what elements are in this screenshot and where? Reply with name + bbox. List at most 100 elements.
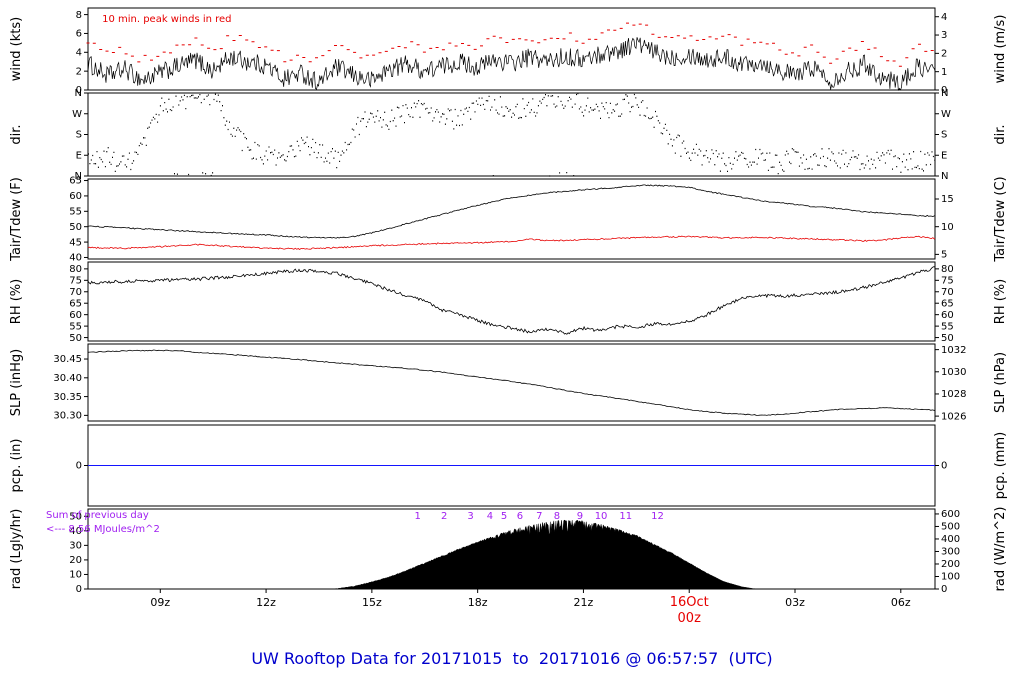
panel-box-slp: [87, 343, 936, 422]
axis-label-left-tair: Tair/Tdew (F): [9, 177, 24, 262]
xtick-label: 21z: [574, 596, 594, 609]
xtick-label: 03z: [785, 596, 805, 609]
series-tair: [87, 184, 936, 239]
ytick-label-left-rh: 50: [69, 333, 82, 344]
ytick-label-left-pcp: 0: [76, 461, 82, 472]
ytick-label-left-rh: 75: [69, 276, 82, 287]
ytick-label-left-wind: 6: [76, 29, 82, 40]
ytick-label-left-rh: 70: [69, 287, 82, 298]
series-solar-radiation: [329, 519, 760, 590]
axis-label-right-rad: rad (W/m^2): [993, 507, 1008, 592]
axis-label-left-pcp: pcp. (in): [9, 439, 24, 493]
hour-mark-5: 5: [501, 511, 507, 522]
hour-mark-1: 1: [415, 511, 421, 522]
panel-box-rh: [87, 261, 936, 342]
ytick-label-left-wind: 4: [76, 47, 82, 58]
ytick-label-left-slp: 30.30: [53, 411, 82, 422]
hour-mark-10: 10: [595, 511, 608, 522]
hour-mark-6: 6: [517, 511, 523, 522]
ytick-label-right-rad: 0: [941, 584, 947, 595]
series-tdew: [87, 235, 936, 250]
ytick-label-right-rad: 300: [941, 547, 960, 558]
ytick-label-right-rh: 60: [941, 310, 954, 321]
axis-label-right-dir: dir.: [993, 124, 1008, 144]
hour-mark-7: 7: [536, 511, 542, 522]
axis-label-left-rad: rad (Lgly/hr): [9, 509, 24, 590]
series-wind-peak-dashes: [86, 22, 934, 67]
ytick-label-right-slp: 1026: [941, 411, 966, 422]
hour-mark-8: 8: [554, 511, 560, 522]
axis-label-right-rh: RH (%): [993, 279, 1008, 324]
axis-label-left-dir: dir.: [9, 124, 24, 144]
ytick-label-right-rh: 70: [941, 287, 954, 298]
hour-mark-2: 2: [441, 511, 447, 522]
ytick-label-right-wind: 3: [941, 30, 947, 41]
ytick-label-left-dir: W: [72, 109, 82, 120]
ytick-label-right-rh: 50: [941, 333, 954, 344]
ytick-label-left-rad: 40: [69, 526, 82, 537]
ytick-label-left-dir: S: [76, 130, 82, 141]
annotation-rad-1: <--- 8.56 MJoules/m^2: [46, 524, 160, 535]
ytick-label-right-rh: 80: [941, 264, 954, 275]
ytick-label-left-rh: 60: [69, 310, 82, 321]
ytick-label-left-rad: 0: [76, 584, 82, 595]
ytick-label-right-dir: E: [941, 150, 947, 161]
ytick-label-right-rh: 55: [941, 321, 954, 332]
ytick-label-right-rad: 500: [941, 522, 960, 533]
ytick-label-left-tair: 65: [69, 176, 82, 187]
ytick-label-left-rad: 10: [69, 570, 82, 581]
ytick-label-right-dir: S: [941, 130, 947, 141]
series-relative-humidity: [87, 266, 936, 335]
ytick-label-right-rh: 65: [941, 298, 954, 309]
ytick-label-right-tair: 15: [941, 194, 954, 205]
ytick-label-right-wind: 2: [941, 49, 947, 60]
ytick-label-left-wind: 8: [76, 10, 82, 21]
ytick-label-left-wind: 0: [76, 85, 82, 96]
ytick-label-left-rad: 30: [69, 541, 82, 552]
xtick-label: 15z: [362, 596, 382, 609]
ytick-label-right-slp: 1030: [941, 367, 966, 378]
ytick-label-right-dir: W: [941, 109, 951, 120]
ytick-label-right-rh: 75: [941, 276, 954, 287]
ytick-label-left-tair: 50: [69, 222, 82, 233]
ytick-label-right-wind: 4: [941, 12, 947, 23]
ytick-label-right-rad: 200: [941, 559, 960, 570]
axis-label-right-slp: SLP (hPa): [993, 352, 1008, 413]
annotation-wind-0: 10 min. peak winds in red: [102, 14, 231, 25]
ytick-label-left-dir: N: [75, 88, 82, 99]
axis-label-right-pcp: pcp. (mm): [993, 432, 1008, 499]
ytick-label-right-wind: 0: [941, 85, 947, 96]
xtick-date-line1: 16Oct: [670, 595, 709, 610]
ytick-label-left-tair: 45: [69, 237, 82, 248]
ytick-label-left-rh: 80: [69, 264, 82, 275]
hour-mark-9: 9: [577, 511, 583, 522]
ytick-label-left-tair: 55: [69, 207, 82, 218]
ytick-label-right-tair: 5: [941, 250, 947, 261]
ytick-label-right-rad: 600: [941, 509, 960, 520]
ytick-label-right-tair: 10: [941, 222, 954, 233]
xtick-date-line2: 00z: [678, 611, 702, 626]
ytick-label-left-dir: E: [76, 150, 82, 161]
ytick-label-left-wind: 2: [76, 66, 82, 77]
xtick-label: 09z: [150, 596, 170, 609]
axis-label-right-tair: Tair/Tdew (C): [993, 176, 1008, 262]
hour-mark-3: 3: [467, 511, 473, 522]
ytick-label-right-pcp: 0: [941, 461, 947, 472]
axis-label-left-rh: RH (%): [9, 279, 24, 324]
ytick-label-right-rad: 400: [941, 534, 960, 545]
ytick-label-left-rad: 20: [69, 555, 82, 566]
xtick-label: 18z: [468, 596, 488, 609]
series-sea-level-pressure: [87, 349, 936, 416]
ytick-label-right-dir: N: [941, 88, 948, 99]
ytick-label-right-rad: 100: [941, 572, 960, 583]
axis-label-right-wind: wind (m/s): [993, 15, 1008, 84]
ytick-label-left-slp: 30.45: [53, 354, 82, 365]
ytick-label-right-slp: 1028: [941, 389, 966, 400]
series-wind-avg: [87, 37, 936, 92]
xtick-label: 12z: [256, 596, 276, 609]
xtick-label: 06z: [891, 596, 911, 609]
panel-box-wind: [87, 7, 936, 91]
ytick-label-left-slp: 30.40: [53, 373, 82, 384]
